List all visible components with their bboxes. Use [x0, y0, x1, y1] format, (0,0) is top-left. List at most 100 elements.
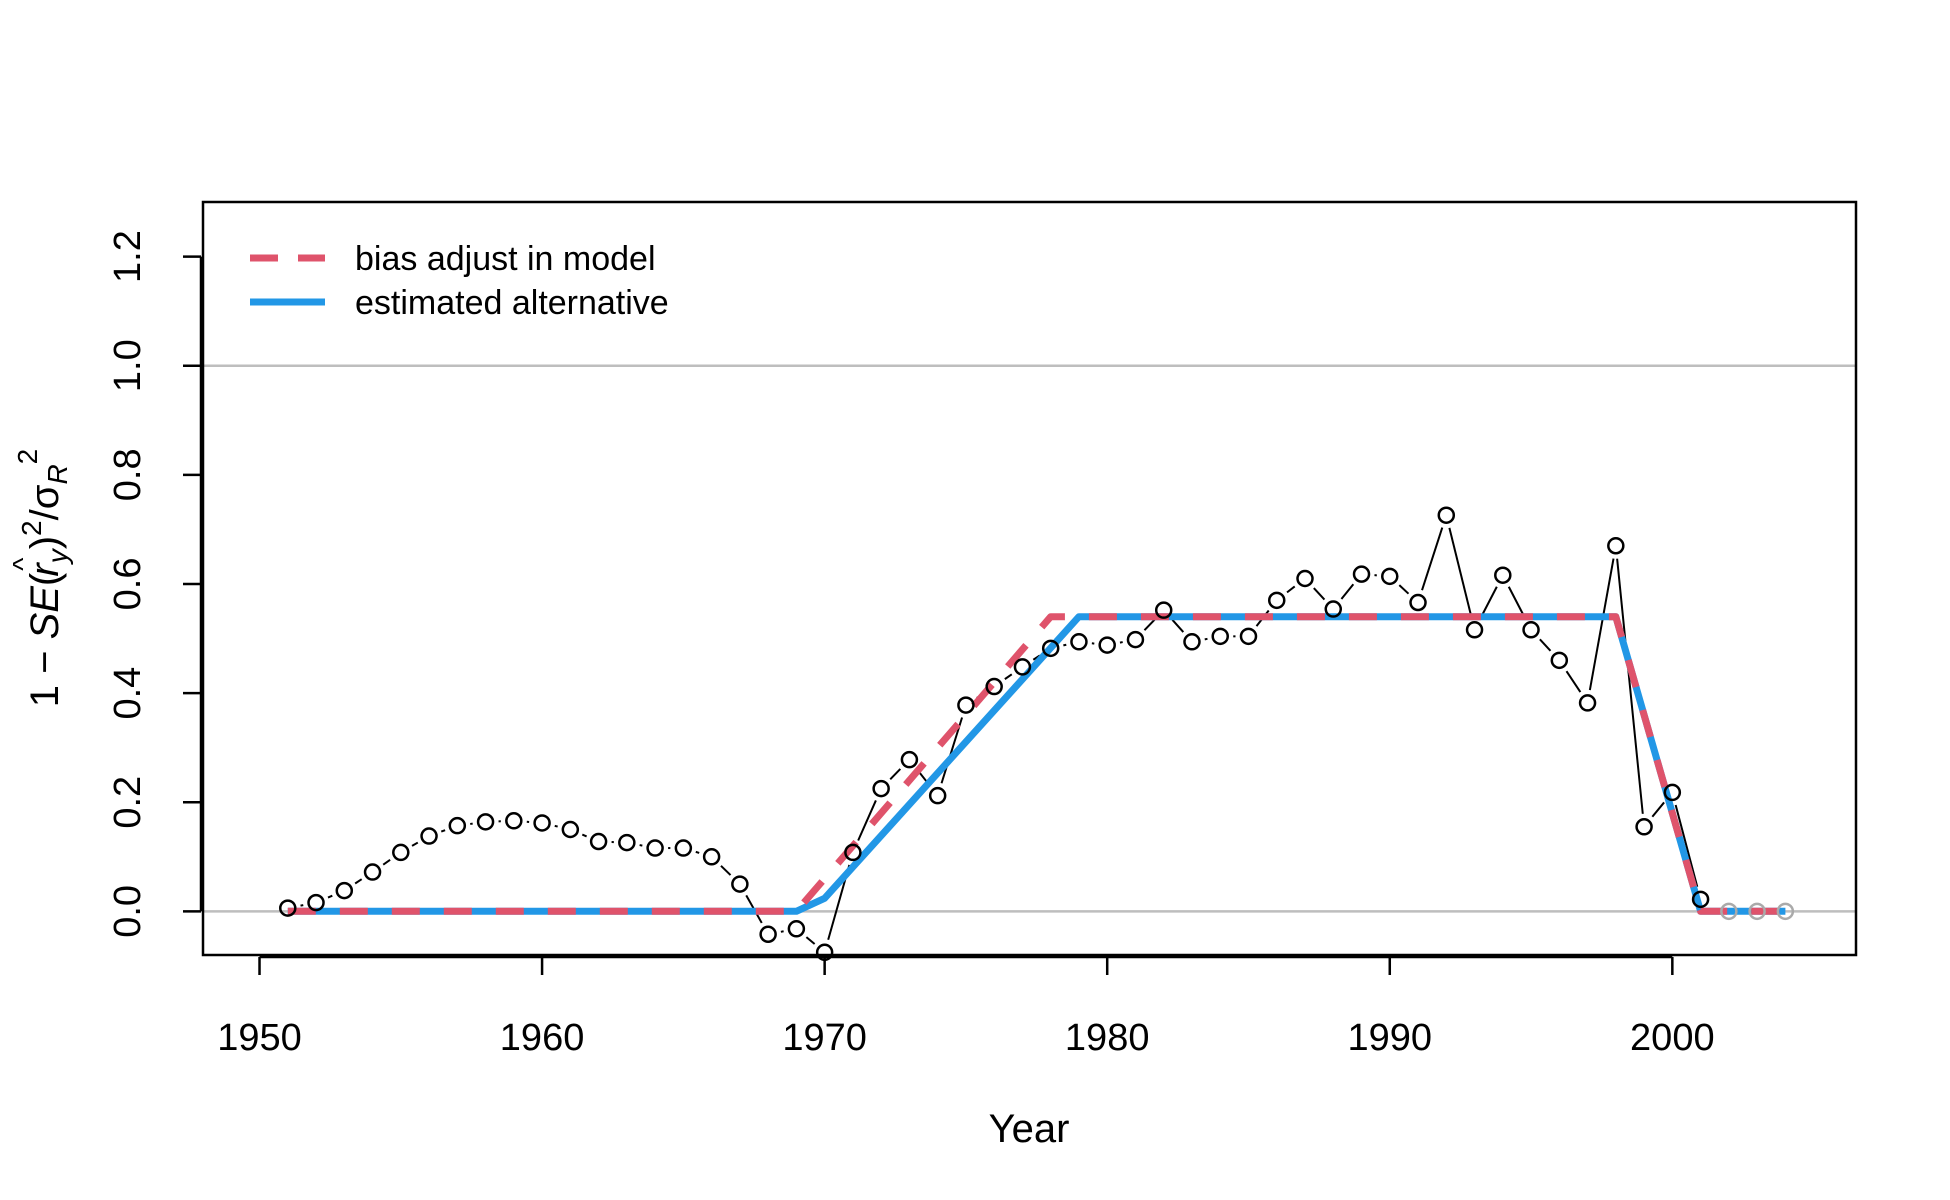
observed-point	[1550, 651, 1569, 670]
observed-point	[1578, 694, 1597, 712]
observed-point	[1013, 658, 1032, 676]
x-tick-label: 1980	[1065, 1017, 1150, 1059]
x-tick-label: 1950	[217, 1017, 302, 1059]
observed-point	[1494, 566, 1512, 584]
y-title-slash: /	[23, 508, 67, 520]
observed-point	[1465, 621, 1484, 639]
observed-connector	[1063, 643, 1067, 647]
observed-connector	[1448, 527, 1473, 618]
y-title-sub-y: y	[42, 547, 73, 565]
observed-point	[1154, 601, 1173, 619]
observed-point	[1296, 569, 1314, 588]
plot-frame	[201, 200, 1858, 957]
observed-point	[505, 812, 523, 830]
observed-point	[1267, 591, 1286, 610]
x-axis-title: Year	[989, 1107, 1070, 1151]
x-tick-label: 2000	[1630, 1017, 1715, 1059]
observed-connector	[1421, 527, 1444, 591]
observed-point	[787, 920, 806, 938]
observed-connector	[1588, 558, 1615, 691]
legend-label: estimated alternative	[355, 284, 669, 322]
observed-point	[1607, 537, 1625, 555]
observed-point	[533, 814, 551, 832]
y-axis-title: 1 − SE(^ry)2/σR2	[7, 449, 73, 708]
y-title-sigma: σ	[23, 484, 67, 509]
observed-point	[1126, 630, 1145, 649]
observed-point	[1239, 627, 1258, 646]
x-tick-label: 1960	[500, 1017, 585, 1059]
observed-point	[1183, 633, 1201, 651]
observed-connector	[1651, 801, 1665, 818]
observed-point	[1352, 565, 1371, 583]
observed-connector	[1507, 586, 1526, 619]
observed-connector	[1119, 641, 1123, 644]
observed-point	[731, 875, 749, 893]
forecast-point	[1776, 902, 1795, 921]
y-tick-label: 1.0	[107, 339, 149, 392]
observed-connector	[440, 829, 446, 833]
observed-point	[1381, 567, 1399, 586]
observed-point	[279, 899, 297, 917]
observed-connector	[1479, 586, 1498, 619]
observed-connector	[857, 800, 877, 841]
observed-connector	[1204, 637, 1208, 641]
observed-point	[674, 839, 693, 857]
observed-connector	[1340, 583, 1355, 600]
y-tick-label: 0.0	[107, 885, 149, 938]
observed-connector	[1539, 638, 1552, 652]
y-title-hat: ^	[7, 558, 38, 571]
observed-point	[872, 779, 890, 798]
observed-point	[420, 827, 438, 845]
y-tick-label: 0.2	[107, 776, 149, 829]
observed-point	[1522, 621, 1540, 639]
observed-connector	[1674, 804, 1699, 888]
observed-connector	[695, 850, 700, 854]
y-tick-label: 1.2	[107, 230, 149, 283]
observed-point	[1409, 593, 1427, 612]
observed-point	[1437, 506, 1456, 524]
observed-point	[307, 893, 325, 912]
y-title-prefix: 1 −	[23, 639, 67, 707]
x-tick-label: 1990	[1347, 1017, 1432, 1059]
observed-point	[476, 813, 495, 831]
observed-point	[900, 750, 919, 769]
observed-point	[844, 843, 862, 862]
observed-connector	[581, 833, 588, 838]
observed-connector	[1565, 670, 1582, 693]
observed-connector	[1004, 673, 1013, 680]
observed-point	[1691, 890, 1710, 909]
y-title-sub-R: R	[42, 464, 73, 484]
observed-connector	[1143, 618, 1156, 631]
observed-point	[1098, 636, 1116, 654]
observed-point	[957, 696, 975, 714]
observed-connector	[639, 844, 643, 847]
y-tick-label: 0.8	[107, 448, 149, 501]
observed-connector	[889, 768, 902, 780]
observed-point	[1041, 639, 1060, 658]
observed-connector	[780, 930, 784, 933]
observed-connector	[327, 894, 333, 899]
y-title-r: r	[23, 562, 67, 577]
plot-data	[279, 506, 1795, 962]
y-title-sup2b: 2	[12, 449, 43, 465]
observed-point	[1324, 600, 1343, 618]
observed-point	[335, 881, 354, 900]
forecast-point	[1748, 902, 1766, 921]
observed-connector	[1313, 587, 1326, 601]
observed-connector	[805, 936, 816, 945]
bias-adjust-line	[287, 613, 1786, 915]
forecast-point	[1720, 902, 1738, 921]
x-tick-label: 1970	[782, 1017, 867, 1059]
observed-point	[759, 925, 777, 944]
observed-point	[985, 677, 1003, 696]
observed-connector	[411, 841, 419, 847]
observed-point	[646, 839, 664, 857]
y-tick-label: 0.6	[107, 558, 149, 611]
svg-text:1 − SE(^ry)2/σR2: 1 − SE(^ry)2/σR2	[7, 449, 73, 708]
observed-connector	[300, 904, 304, 907]
observed-connector	[1171, 619, 1185, 633]
observed-point	[618, 833, 636, 852]
observed-point	[448, 816, 467, 835]
